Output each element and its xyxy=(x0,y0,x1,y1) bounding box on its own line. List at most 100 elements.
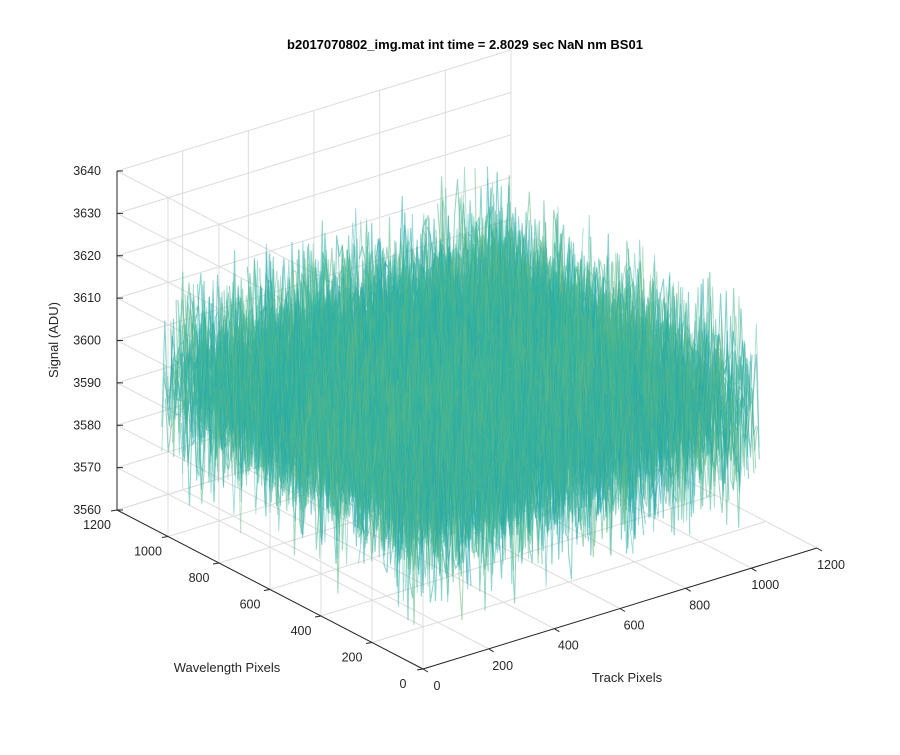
surface-line xyxy=(220,224,558,487)
y-tick-label: 400 xyxy=(291,624,312,638)
x-tick-label: 200 xyxy=(492,659,513,673)
y-tick-mark xyxy=(314,615,322,618)
z-tick-label: 3560 xyxy=(73,503,101,517)
surface-line xyxy=(223,223,561,479)
surface-line xyxy=(316,239,655,520)
surface-line xyxy=(225,243,564,476)
x-tick-label: 400 xyxy=(558,639,579,653)
y-tick-mark xyxy=(110,509,118,512)
surface-line xyxy=(387,287,725,570)
x-tick-mark xyxy=(685,587,691,592)
grid-line xyxy=(371,521,767,643)
surface-line xyxy=(384,286,722,554)
surface-line xyxy=(402,315,740,576)
surface-line xyxy=(419,345,757,590)
surface-line xyxy=(349,286,687,558)
surface-line xyxy=(404,337,743,590)
surface-line xyxy=(217,217,555,478)
surface-line xyxy=(278,270,616,497)
surface-line xyxy=(334,306,672,533)
surface-line xyxy=(208,230,546,478)
surface-line xyxy=(352,278,690,515)
surface-line xyxy=(243,216,581,469)
surface-line xyxy=(252,269,590,492)
y-tick-label: 200 xyxy=(342,651,363,665)
grid-line xyxy=(116,91,512,214)
surface-line xyxy=(237,236,575,488)
surface-line xyxy=(378,330,716,573)
surface-line xyxy=(267,254,605,532)
surface-line xyxy=(255,214,593,515)
surface-line xyxy=(390,311,728,555)
x-tick-label: 1000 xyxy=(751,578,779,592)
tick-labels: 0 200 400 600 800 1000 1200 0 200 400 600 800 1000 12… xyxy=(73,164,845,693)
surface-line xyxy=(170,217,508,469)
surface-line xyxy=(214,228,552,486)
surface-line xyxy=(258,258,596,483)
surface-line xyxy=(293,260,631,515)
x-tick-mark xyxy=(422,668,429,673)
surface-line xyxy=(407,296,745,587)
surface-line xyxy=(234,231,572,489)
x-tick-label: 800 xyxy=(689,598,710,612)
surface-line xyxy=(416,341,754,593)
surface-line xyxy=(413,331,751,578)
surface-line xyxy=(393,328,731,564)
surface-line xyxy=(372,281,710,551)
surface-line xyxy=(331,253,669,559)
surface-line xyxy=(311,313,649,560)
surface-line xyxy=(337,298,675,541)
surface-line xyxy=(161,166,499,453)
surface-line xyxy=(231,243,569,471)
surface-line xyxy=(399,296,737,567)
y-tick-label: 1000 xyxy=(134,545,162,559)
surface-line xyxy=(211,222,549,467)
surface-line xyxy=(343,310,681,565)
y-tick-label: 0 xyxy=(400,677,407,691)
z-tick-label: 3590 xyxy=(73,376,101,390)
surface-line xyxy=(167,214,505,452)
surface-line xyxy=(193,220,531,494)
surface-line xyxy=(381,282,719,571)
surface-line xyxy=(181,187,520,474)
y-tick-mark xyxy=(161,536,169,538)
z-tick-label: 3620 xyxy=(73,249,101,263)
surface-line xyxy=(363,331,701,550)
surface-line xyxy=(163,335,426,576)
surface-line xyxy=(161,318,424,587)
surface-line xyxy=(176,203,514,467)
y-axis-label: Wavelength Pixels xyxy=(174,660,281,675)
surface-line xyxy=(272,254,611,513)
surface-line xyxy=(340,254,678,537)
surface-line xyxy=(228,231,567,534)
x-tick-mark xyxy=(751,567,757,572)
surface-line xyxy=(264,278,602,488)
surface-line xyxy=(249,236,587,513)
y-tick-mark xyxy=(212,562,220,565)
x-tick-mark xyxy=(816,547,823,552)
x-tick-mark xyxy=(488,648,494,653)
surface-line xyxy=(202,224,540,481)
surface-line xyxy=(290,283,628,487)
surface-line xyxy=(205,233,543,515)
z-tick-label: 3570 xyxy=(73,461,101,475)
surface-line xyxy=(240,231,578,495)
surface-line xyxy=(308,280,646,517)
surface-line xyxy=(164,182,502,445)
surface-line xyxy=(190,211,528,481)
axis-layer xyxy=(110,170,823,673)
surface-line xyxy=(328,291,666,536)
surface-line xyxy=(296,244,634,543)
z-tick-label: 3600 xyxy=(73,334,101,348)
x-tick-label: 600 xyxy=(624,619,645,633)
surface-line xyxy=(184,198,523,440)
surface-line xyxy=(358,296,696,566)
grid-line xyxy=(116,134,512,257)
surface-line xyxy=(319,281,657,536)
surface-line xyxy=(322,271,660,563)
surface-line xyxy=(281,260,619,477)
surface-line xyxy=(375,317,713,555)
grid-line xyxy=(116,467,424,628)
